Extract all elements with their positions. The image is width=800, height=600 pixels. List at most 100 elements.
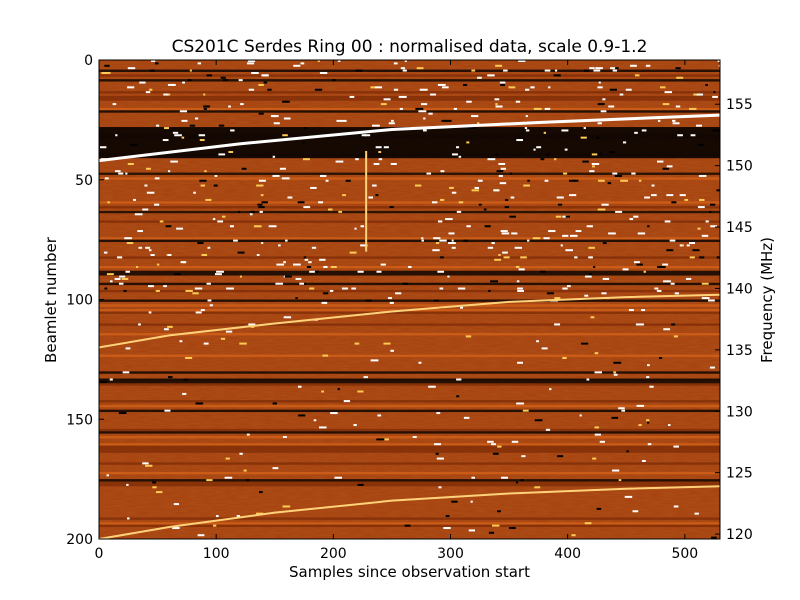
speckle (371, 124, 380, 127)
speckle (421, 237, 424, 240)
speckle (499, 81, 506, 84)
speckle (713, 91, 716, 94)
speckle (585, 275, 592, 278)
speckle (612, 69, 618, 72)
speckle (477, 122, 480, 125)
speckle (243, 469, 247, 472)
speckle (380, 263, 386, 266)
speckle (491, 524, 500, 527)
speckle (500, 83, 505, 86)
speckle (404, 524, 411, 527)
speckle (423, 117, 426, 120)
speckle (360, 244, 368, 247)
speckle (624, 495, 633, 498)
speckle (375, 86, 383, 89)
speckle (636, 263, 643, 266)
speckle (690, 134, 696, 137)
speckle (544, 107, 551, 110)
speckle (189, 69, 192, 72)
speckle (276, 263, 285, 266)
speckle (368, 196, 374, 199)
beamlet-stripe (99, 289, 720, 293)
speckle (562, 234, 569, 237)
speckle (428, 112, 433, 115)
y2-tick-label: 135 (726, 343, 753, 359)
speckle (662, 167, 670, 170)
speckle (322, 292, 329, 295)
speckle (662, 103, 670, 106)
beamlet-stripe (99, 481, 720, 484)
speckle (172, 131, 179, 134)
speckle (546, 153, 550, 156)
speckle (104, 64, 110, 67)
speckle (106, 474, 109, 477)
speckle (315, 270, 319, 273)
speckle (336, 119, 341, 122)
speckle (330, 412, 338, 415)
speckle (638, 424, 642, 427)
x-axis-label: Samples since observation start (289, 563, 530, 581)
speckle (522, 409, 529, 412)
speckle (588, 246, 595, 249)
speckle (181, 119, 188, 122)
speckle (594, 433, 601, 436)
speckle (319, 174, 327, 177)
speckle (546, 292, 554, 295)
speckle (533, 107, 542, 110)
speckle (658, 356, 663, 359)
speckle (694, 512, 699, 515)
dark-band (99, 172, 720, 175)
speckle (357, 270, 364, 273)
speckle (154, 62, 159, 65)
speckle (295, 277, 302, 280)
speckle (281, 177, 290, 180)
speckle (246, 433, 250, 436)
speckle (311, 246, 317, 249)
speckle (651, 184, 655, 187)
speckle (159, 220, 164, 223)
speckle (581, 342, 589, 345)
speckle (142, 462, 149, 465)
speckle (626, 450, 629, 453)
speckle (121, 277, 129, 280)
speckle (579, 414, 582, 417)
dark-band (99, 69, 720, 72)
beamlet-stripe (99, 445, 720, 448)
speckle (267, 88, 272, 91)
speckle (573, 179, 579, 182)
speckle (664, 220, 671, 223)
speckle (666, 165, 673, 168)
speckle (270, 115, 276, 118)
speckle (543, 131, 547, 134)
speckle (228, 151, 234, 154)
speckle (632, 510, 639, 513)
beamlet-stripe (99, 220, 720, 223)
speckle (622, 268, 629, 271)
speckle (509, 215, 516, 218)
speckle (600, 110, 607, 113)
speckle (156, 263, 160, 266)
speckle (415, 107, 424, 110)
speckle (258, 179, 266, 182)
speckle (518, 60, 526, 62)
y-tick-label: 50 (75, 173, 93, 189)
y2-tick-label: 125 (726, 466, 753, 482)
speckle (701, 234, 709, 237)
speckle (318, 201, 324, 204)
speckle (589, 170, 595, 173)
speckle (303, 206, 311, 209)
y2-axis-label: Frequency (MHz) (758, 237, 776, 363)
speckle (492, 452, 499, 455)
beamlet-stripe (99, 201, 720, 204)
speckle (419, 88, 428, 91)
speckle (303, 127, 307, 130)
speckle (456, 395, 460, 398)
speckle (565, 215, 570, 218)
x-tick-label: 400 (554, 546, 581, 562)
speckle (402, 282, 409, 285)
speckle (313, 419, 317, 422)
speckle (192, 292, 199, 295)
beamlet-stripe (99, 436, 720, 439)
speckle (112, 103, 117, 106)
speckle (127, 86, 135, 89)
